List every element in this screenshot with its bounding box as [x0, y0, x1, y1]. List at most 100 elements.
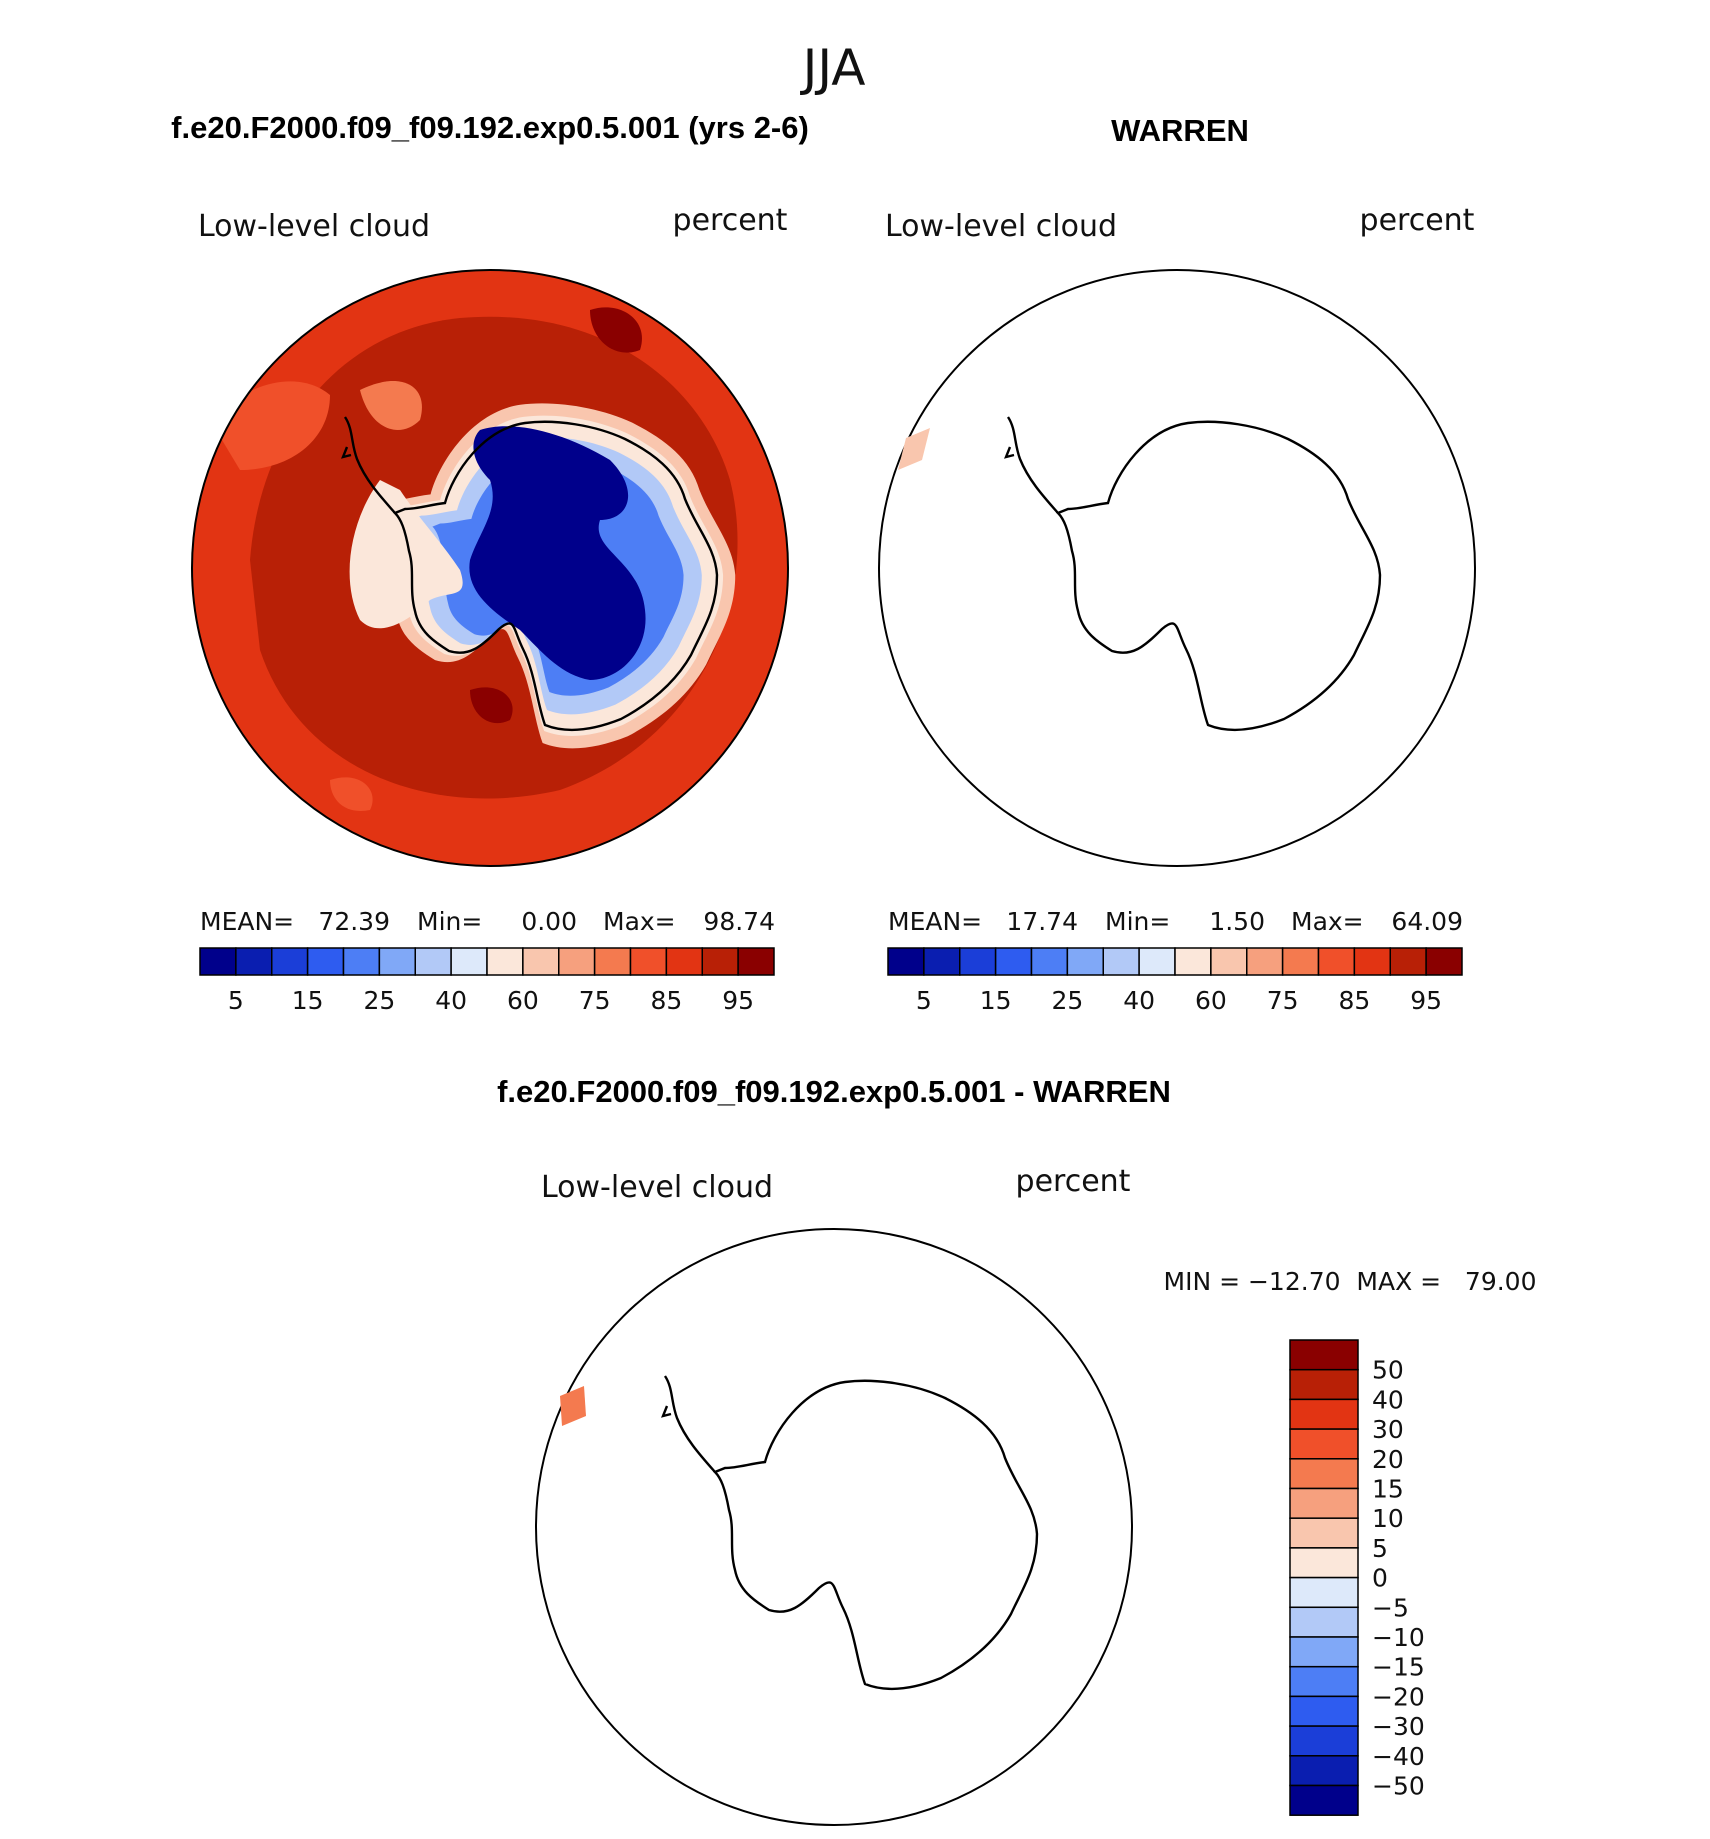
obs-map-border	[878, 269, 1476, 867]
obs-colorbar-tick: 25	[1051, 986, 1083, 1015]
model-colorbar-tick: 60	[507, 986, 539, 1015]
model-dark-red-patch	[590, 307, 642, 353]
diff-colorbar-tick: −10	[1372, 1623, 1425, 1652]
diff-colorbar-box-6	[1289, 1517, 1359, 1549]
obs-panel: Low-level cloud percent MEAN= 17.74 Min=…	[878, 203, 1476, 1015]
model-colorbar-box-0	[199, 947, 237, 976]
obs-colorbar-tick: 40	[1123, 986, 1155, 1015]
model-colorbar-box-12	[629, 947, 668, 976]
diff-colorbar-tick: −20	[1372, 1682, 1425, 1711]
diff-colorbar-box-0	[1289, 1339, 1359, 1371]
diff-colorbar-tick: 30	[1372, 1415, 1404, 1444]
diff-panel: Low-level cloud percent MIN = −12.70 MAX…	[535, 1164, 1537, 1826]
panel-title-obs: WARREN	[1111, 113, 1249, 148]
obs-min-value: 1.50	[1209, 907, 1265, 936]
diff-colorbar-box-7	[1289, 1547, 1359, 1579]
model-colorbar-tick: 75	[579, 986, 611, 1015]
obs-mean-value: 17.74	[1006, 907, 1078, 936]
obs-colorbar-box-5	[1066, 947, 1104, 976]
diff-colorbar-tick: −30	[1372, 1712, 1425, 1741]
obs-colorbar-box-3	[994, 947, 1033, 976]
obs-right-label: percent	[1360, 203, 1475, 238]
model-colorbar: 5 15 25 40 60 75 85 95	[199, 947, 775, 1015]
obs-colorbar-box-1	[923, 947, 961, 976]
diff-colorbar-tick: 15	[1372, 1475, 1404, 1504]
model-right-label: percent	[673, 203, 788, 238]
model-colorbar-tick: 40	[435, 986, 467, 1015]
diff-colorbar-tick: −50	[1372, 1772, 1425, 1801]
obs-colorbar-box-7	[1138, 947, 1176, 976]
model-colorbar-box-15	[737, 947, 775, 976]
diff-colorbar-box-11	[1289, 1665, 1359, 1698]
model-min-value: 0.00	[521, 907, 577, 936]
model-penin-cream	[349, 480, 463, 629]
model-orange-patch-3	[330, 777, 373, 811]
diff-colorbar-box-5	[1289, 1487, 1359, 1519]
model-min-label: Min=	[417, 907, 482, 936]
model-colorbar-tick: 25	[363, 986, 395, 1015]
obs-colorbar-tick: 75	[1267, 986, 1299, 1015]
diff-colorbar-tick: 0	[1372, 1564, 1388, 1593]
model-colorbar-box-13	[665, 947, 703, 976]
obs-colorbar: 5 15 25 40 60 75 85 95	[887, 947, 1463, 1015]
model-max-label: Max=	[603, 907, 676, 936]
diff-range-text: MIN = −12.70 MAX = 79.00	[1164, 1267, 1537, 1296]
model-mean-value: 72.39	[318, 907, 390, 936]
obs-colorbar-box-4	[1030, 947, 1069, 976]
obs-colorbar-tick: 15	[980, 986, 1012, 1015]
obs-colorbar-box-2	[959, 947, 997, 976]
obs-colorbar-box-10	[1246, 947, 1284, 976]
model-colorbar-box-4	[342, 947, 381, 976]
diff-colorbar-box-12	[1289, 1695, 1359, 1727]
model-colorbar-box-1	[235, 947, 273, 976]
diff-colorbar-tick: −5	[1372, 1593, 1409, 1622]
model-panel: Low-level cloud percent	[191, 203, 789, 1015]
model-colorbar-box-6	[414, 947, 452, 976]
model-dark-red-patch-2	[470, 687, 513, 724]
diff-colorbar-box-14	[1289, 1755, 1359, 1787]
model-colorbar-box-5	[378, 947, 416, 976]
model-colorbar-box-9	[522, 947, 560, 976]
model-colorbar-tick: 5	[228, 986, 244, 1015]
obs-colorbar-tick: 95	[1410, 986, 1442, 1015]
model-left-label: Low-level cloud	[198, 209, 430, 244]
model-colorbar-box-14	[701, 947, 739, 976]
obs-colorbar-box-13	[1353, 947, 1391, 976]
model-colorbar-tick: 85	[650, 986, 682, 1015]
obs-colorbar-box-11	[1281, 947, 1320, 976]
diff-colorbar-box-1	[1289, 1368, 1359, 1401]
obs-colorbar-box-0	[887, 947, 925, 976]
diff-colorbar-tick: 20	[1372, 1445, 1404, 1474]
diff-colorbar-box-10	[1289, 1636, 1359, 1668]
diff-colorbar-box-4	[1289, 1458, 1359, 1490]
diff-colorbar-tick: 40	[1372, 1385, 1404, 1414]
diff-colorbar-tick: −40	[1372, 1742, 1425, 1771]
model-colorbar-tick: 15	[292, 986, 324, 1015]
model-mean-label: MEAN=	[200, 907, 294, 936]
diff-map-border	[535, 1228, 1133, 1826]
diff-colorbar-box-3	[1289, 1428, 1359, 1460]
model-colorbar-box-8	[486, 947, 524, 976]
obs-colorbar-box-14	[1389, 947, 1427, 976]
obs-colorbar-box-8	[1174, 947, 1212, 976]
obs-colored-cell	[898, 428, 930, 470]
model-colorbar-box-11	[593, 947, 632, 976]
panel-title-model: f.e20.F2000.f09_f09.192.exp0.5.001 (yrs …	[171, 110, 809, 145]
obs-colorbar-box-6	[1102, 947, 1140, 976]
obs-colorbar-box-9	[1210, 947, 1248, 976]
diff-colored-cell	[560, 1386, 586, 1426]
obs-left-label: Low-level cloud	[885, 209, 1117, 244]
diff-colorbar-box-9	[1289, 1606, 1359, 1638]
model-colorbar-box-7	[450, 947, 488, 976]
obs-colorbar-box-12	[1317, 947, 1356, 976]
figure-title: JJA	[800, 39, 866, 97]
obs-colorbar-tick: 5	[916, 986, 932, 1015]
diff-colorbar-tick: 10	[1372, 1504, 1404, 1533]
model-orange-patch-2	[360, 381, 422, 430]
obs-max-label: Max=	[1291, 907, 1364, 936]
model-colorbar-tick: 95	[722, 986, 754, 1015]
obs-colorbar-tick: 85	[1338, 986, 1370, 1015]
model-map-border	[191, 269, 789, 867]
diff-left-label: Low-level cloud	[541, 1170, 773, 1205]
